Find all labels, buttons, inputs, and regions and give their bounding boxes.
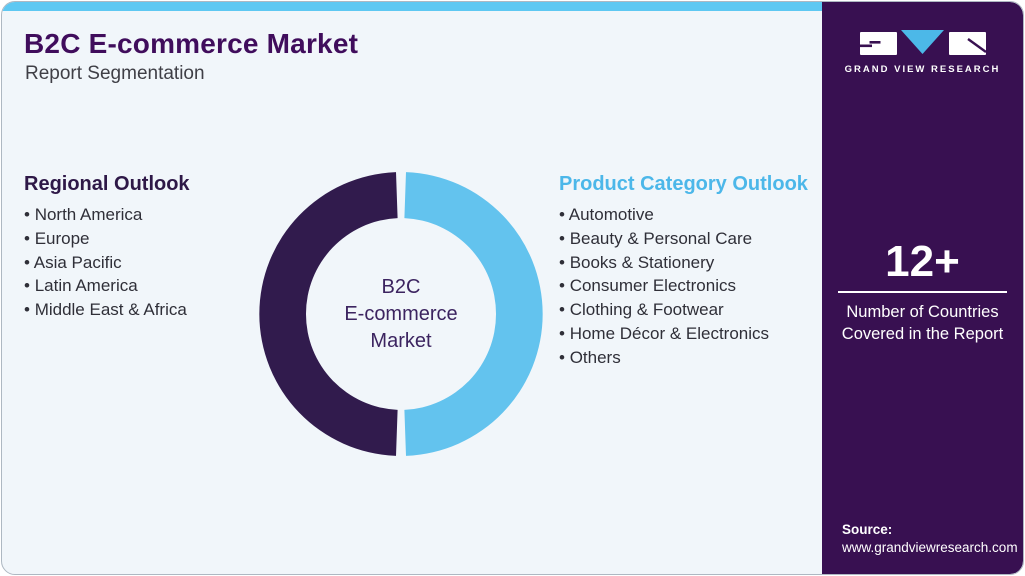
- source-label: Source:: [842, 521, 893, 537]
- source-block: Source: www.grandviewresearch.com: [842, 521, 1018, 557]
- product-category-outlook-heading: Product Category Outlook: [559, 173, 808, 195]
- donut-segment-product: [404, 172, 543, 456]
- regional-outlook-section: Regional Outlook North AmericaEuropeAsia…: [24, 173, 259, 322]
- regional-outlook-list: North AmericaEuropeAsia PacificLatin Ame…: [24, 203, 259, 322]
- list-item: Consumer Electronics: [559, 274, 824, 298]
- brand-name: GRAND VIEW RESEARCH: [844, 64, 1001, 75]
- stat-divider: [838, 291, 1007, 293]
- list-item: Beauty & Personal Care: [559, 227, 824, 251]
- sidebar: GRAND VIEW RESEARCH 12+ Number of Countr…: [822, 2, 1023, 574]
- brand-logo: GRAND VIEW RESEARCH: [822, 29, 1023, 75]
- list-item: North America: [24, 203, 259, 227]
- donut-segment-regional: [259, 172, 398, 456]
- list-item: Asia Pacific: [24, 251, 259, 275]
- product-category-outlook-section: Product Category Outlook AutomotiveBeaut…: [559, 173, 824, 370]
- list-item: Books & Stationery: [559, 251, 824, 275]
- stat-caption: Number of Countries Covered in the Repor…: [841, 303, 1004, 343]
- list-item: Middle East & Africa: [24, 298, 259, 322]
- gvr-logo-icon: [859, 30, 987, 55]
- segmentation-donut-chart: B2C E-commerce Market: [257, 170, 545, 458]
- page-subtitle: Report Segmentation: [25, 63, 205, 84]
- regional-outlook-heading: Regional Outlook: [24, 173, 190, 195]
- top-accent-bar: [2, 2, 824, 11]
- list-item: Others: [559, 346, 824, 370]
- stat-value: 12+: [885, 237, 960, 286]
- list-item: Automotive: [559, 203, 824, 227]
- product-category-outlook-list: AutomotiveBeauty & Personal CareBooks & …: [559, 203, 824, 370]
- list-item: Latin America: [24, 274, 259, 298]
- list-item: Europe: [24, 227, 259, 251]
- source-url: www.grandviewresearch.com: [842, 539, 1018, 555]
- countries-stat: 12+ Number of Countries Covered in the R…: [822, 240, 1023, 345]
- donut-chart-svg: [259, 172, 543, 456]
- page-title: B2C E-commerce Market: [24, 28, 359, 59]
- list-item: Clothing & Footwear: [559, 298, 824, 322]
- list-item: Home Décor & Electronics: [559, 322, 824, 346]
- donut-center-label: B2C E-commerce Market: [344, 275, 458, 352]
